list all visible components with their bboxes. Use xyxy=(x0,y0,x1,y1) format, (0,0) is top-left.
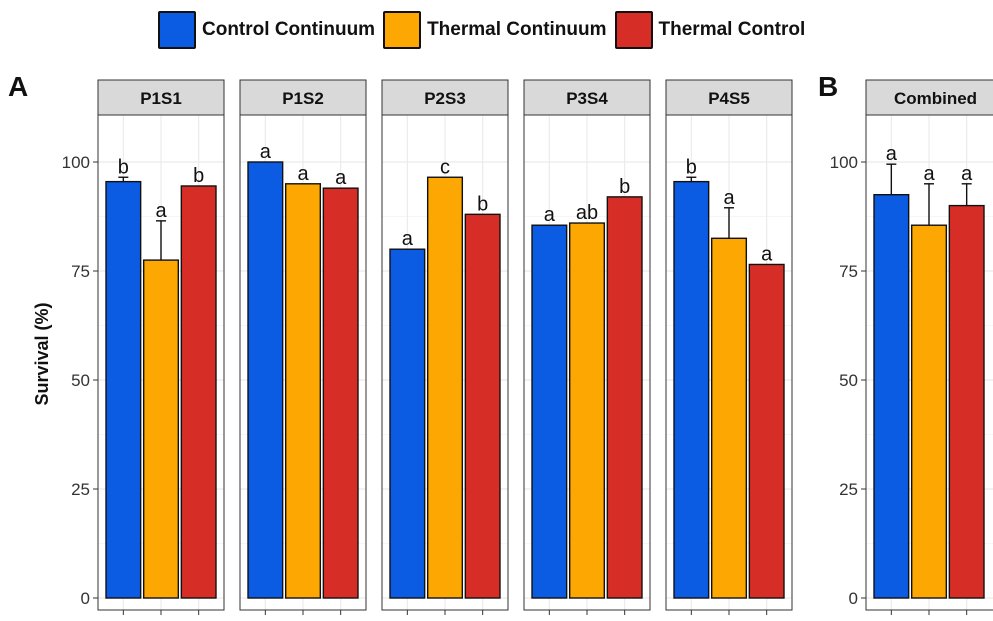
bar-control-continuum xyxy=(873,193,910,599)
y-tick-label: 0 xyxy=(81,589,90,608)
significance-letter: a xyxy=(402,228,414,250)
facet-panel-p4s5: P4S5 b a a xyxy=(665,79,793,615)
bar-thermal-continuum xyxy=(910,224,948,599)
significance-letter: a xyxy=(961,163,973,185)
significance-letter: b xyxy=(619,176,630,198)
legend-label: Thermal Control xyxy=(658,19,806,40)
facet-strip-label: P1S1 xyxy=(140,89,182,108)
panel-border xyxy=(97,114,225,611)
bar-thermal-continuum xyxy=(568,222,606,599)
significance-letter: c xyxy=(440,156,450,178)
panel-label-b: B xyxy=(818,71,838,102)
bar-control-continuum xyxy=(531,224,568,599)
significance-letter: b xyxy=(193,165,204,187)
bar-thermal-continuum xyxy=(710,237,748,599)
facet-strip-label: P1S2 xyxy=(282,89,324,108)
significance-letter: a xyxy=(544,204,556,226)
y-tick-label: 50 xyxy=(839,371,858,390)
panel-border xyxy=(865,114,993,611)
panel-border xyxy=(239,114,367,611)
bar-control-continuum xyxy=(389,248,426,599)
facet-panel-p3s4: P3S4 a abb xyxy=(523,79,651,615)
significance-letter: ab xyxy=(576,202,598,224)
significance-letter: a xyxy=(723,187,735,209)
facet-strip xyxy=(97,79,225,116)
y-tick-label: 100 xyxy=(62,153,90,172)
bar-thermal-continuum xyxy=(142,259,180,599)
significance-letter: a xyxy=(886,143,898,165)
bar-thermal-continuum xyxy=(426,176,464,599)
significance-letter: a xyxy=(923,163,935,185)
legend-item-thermal-control: Thermal Control xyxy=(614,11,806,49)
bar-thermal-control xyxy=(464,213,501,599)
facet-strip-label: P3S4 xyxy=(566,89,608,108)
significance-letter: a xyxy=(297,163,309,185)
facet-strip-label: Combined xyxy=(894,89,977,108)
legend-label: Thermal Continuum xyxy=(427,19,607,40)
y-tick-label: 100 xyxy=(830,153,858,172)
y-tick-label: 0 xyxy=(849,589,858,608)
bar-control-continuum xyxy=(105,180,142,599)
bar-thermal-control xyxy=(948,204,985,599)
y-tick-label: 50 xyxy=(71,371,90,390)
panel-content: b a a xyxy=(666,115,792,610)
significance-letter: b xyxy=(477,193,488,215)
significance-letter: a xyxy=(761,243,773,265)
legend-swatch-thermal-continuum xyxy=(383,11,422,49)
significance-letter: b xyxy=(118,156,129,178)
bar-control-continuum xyxy=(247,161,284,599)
panel-content: aa a xyxy=(866,115,993,610)
chart-legend: Control Continuum Thermal Continuum Ther… xyxy=(158,10,813,50)
bar-thermal-control xyxy=(748,263,785,599)
bar-thermal-control xyxy=(180,185,217,599)
panel-border xyxy=(381,114,509,611)
y-tick-label: 25 xyxy=(71,480,90,499)
legend-swatch-control-continuum xyxy=(158,11,196,49)
significance-letter: b xyxy=(686,156,697,178)
panel-content: a c b xyxy=(382,115,508,610)
panel-content: b a b xyxy=(98,115,224,610)
legend-item-control-continuum: Control Continuum xyxy=(158,11,375,49)
y-tick-label: 25 xyxy=(839,480,858,499)
facet-strip xyxy=(239,79,367,116)
facet-panel-p2s3: P2S3 a c b xyxy=(381,79,509,615)
panel-border xyxy=(523,114,651,611)
bar-thermal-control xyxy=(322,187,359,599)
bar-thermal-continuum xyxy=(284,183,322,599)
panel-label-a: A xyxy=(8,71,28,102)
facet-panel-combined: Combined a a a xyxy=(865,79,993,615)
facet-panel-p1s1: P1S1 b a b xyxy=(97,79,225,615)
significance-letter: a xyxy=(260,141,272,163)
significance-letter: a xyxy=(155,200,167,222)
bar-thermal-control xyxy=(606,196,643,599)
y-axis-label: Survival (%) xyxy=(32,302,52,405)
facet-strip-label: P4S5 xyxy=(708,89,750,108)
legend-swatch-thermal-control xyxy=(614,11,653,49)
legend-label: Control Continuum xyxy=(202,19,376,40)
facet-strip xyxy=(665,79,793,116)
panel-content: a a a xyxy=(240,115,366,610)
facet-strip-label: P2S3 xyxy=(424,89,466,108)
bar-control-continuum xyxy=(673,180,710,599)
y-tick-label: 75 xyxy=(71,262,90,281)
panel-border xyxy=(665,114,793,611)
panel-content: a abb xyxy=(524,115,650,610)
significance-letter: a xyxy=(335,167,347,189)
y-tick-label: 75 xyxy=(839,262,858,281)
legend-item-thermal-continuum: Thermal Continuum xyxy=(383,11,607,49)
facet-panel-p1s2: P1S2 a a a xyxy=(239,79,367,615)
facet-strip xyxy=(381,79,509,116)
